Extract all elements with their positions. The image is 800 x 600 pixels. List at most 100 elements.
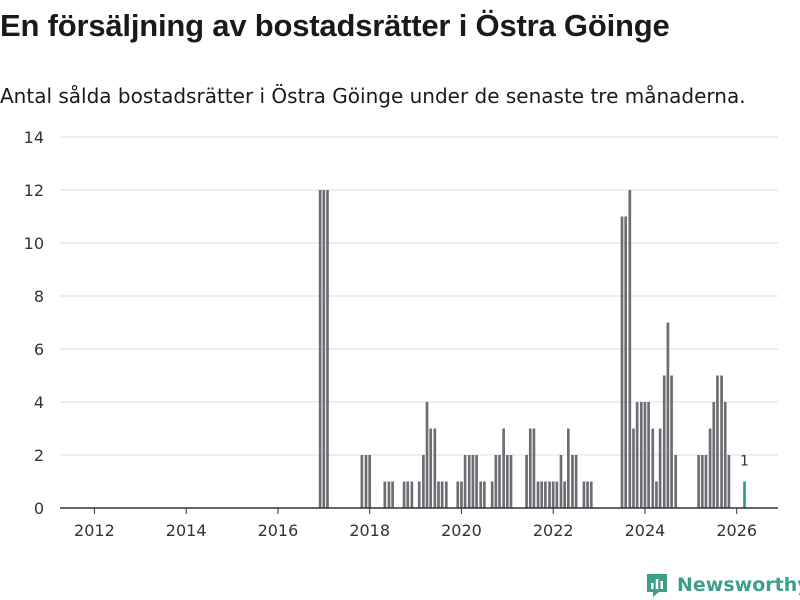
bar (586, 481, 589, 508)
bar (655, 481, 658, 508)
bar (551, 481, 555, 508)
bar (571, 455, 574, 508)
bar (425, 402, 429, 508)
bar (540, 481, 544, 508)
bar (589, 481, 593, 508)
bar (368, 455, 372, 508)
bar (716, 375, 719, 508)
bar (647, 402, 650, 508)
page-title: En försäljning av bostadsrätter i Östra … (0, 8, 670, 43)
bar (704, 455, 708, 508)
bar (624, 216, 628, 508)
bar (566, 428, 570, 508)
bar (505, 455, 509, 508)
data-labels: 1 (740, 454, 749, 470)
x-tick-label: 2016 (258, 521, 299, 540)
bar (490, 481, 494, 508)
newsworthy-logo-icon (647, 574, 667, 597)
bar (502, 428, 505, 508)
bar (383, 481, 387, 508)
bar (525, 455, 528, 508)
bar (479, 481, 483, 508)
bar (509, 455, 513, 508)
y-tick-label: 6 (34, 340, 44, 359)
bar (471, 455, 475, 508)
y-tick-label: 10 (24, 234, 44, 253)
bar (620, 216, 624, 508)
y-tick-label: 14 (24, 128, 44, 147)
y-tick-label: 8 (34, 287, 44, 306)
bar (460, 481, 463, 508)
bar (364, 455, 368, 508)
y-tick-label: 12 (24, 181, 44, 200)
bar (318, 190, 322, 508)
bar (708, 428, 712, 508)
bar (697, 455, 700, 508)
page-subtitle: Antal sålda bostadsrätter i Östra Göinge… (0, 84, 746, 108)
gridlines (60, 136, 778, 456)
brand-logo[interactable]: Newsworthy (645, 570, 800, 600)
bar (548, 481, 551, 508)
x-axis-ticks: 2012 2014 2016 2018 2020 2022 2024 2026 (74, 508, 757, 540)
x-tick-label: 2020 (441, 521, 482, 540)
bar (582, 481, 586, 508)
bars (318, 190, 746, 508)
bar (639, 402, 643, 508)
bar (494, 455, 498, 508)
bar (429, 428, 433, 508)
bar (406, 481, 410, 508)
y-tick-label: 2 (34, 446, 44, 465)
bar (422, 455, 425, 508)
bar (326, 190, 329, 508)
x-tick-label: 2022 (533, 521, 574, 540)
bar (670, 375, 673, 508)
bar (635, 402, 639, 508)
bar (727, 455, 731, 508)
bar (544, 481, 547, 508)
bar (666, 322, 670, 508)
y-tick-label: 0 (34, 499, 44, 518)
x-tick-label: 2018 (349, 521, 390, 540)
bar (651, 428, 655, 508)
bar (563, 481, 567, 508)
bar (643, 402, 647, 508)
brand-name: Newsworthy (677, 574, 800, 596)
highlight-bar (743, 481, 746, 508)
bar (574, 455, 578, 508)
bar (360, 455, 364, 508)
y-axis-ticks: 0 2 4 6 8 10 12 14 (24, 128, 44, 518)
x-tick-label: 2026 (716, 521, 757, 540)
y-tick-label: 4 (34, 393, 44, 412)
bar (658, 428, 662, 508)
bar (467, 455, 471, 508)
bar (391, 481, 394, 508)
bar (475, 455, 478, 508)
bar (532, 428, 536, 508)
x-tick-label: 2012 (74, 521, 115, 540)
bar (700, 455, 704, 508)
bar (720, 375, 723, 508)
data-label: 1 (740, 454, 749, 470)
x-tick-label: 2024 (625, 521, 666, 540)
x-tick-label: 2014 (166, 521, 207, 540)
bar (440, 481, 444, 508)
bar (444, 481, 448, 508)
bar (456, 481, 460, 508)
bar (536, 481, 540, 508)
bar (559, 455, 563, 508)
bar (632, 428, 635, 508)
bar (463, 455, 467, 508)
bar (417, 481, 421, 508)
bar (662, 375, 666, 508)
bar (712, 402, 716, 508)
bar (628, 190, 632, 508)
bar (437, 481, 440, 508)
bar (483, 481, 486, 508)
bar (555, 481, 559, 508)
bar-chart: 0 2 4 6 8 10 12 14 2012 2014 2016 2018 2020 2022 2024… (24, 128, 778, 540)
bar (674, 455, 678, 508)
bar (498, 455, 501, 508)
bar (433, 428, 437, 508)
bar (387, 481, 391, 508)
bar (410, 481, 414, 508)
